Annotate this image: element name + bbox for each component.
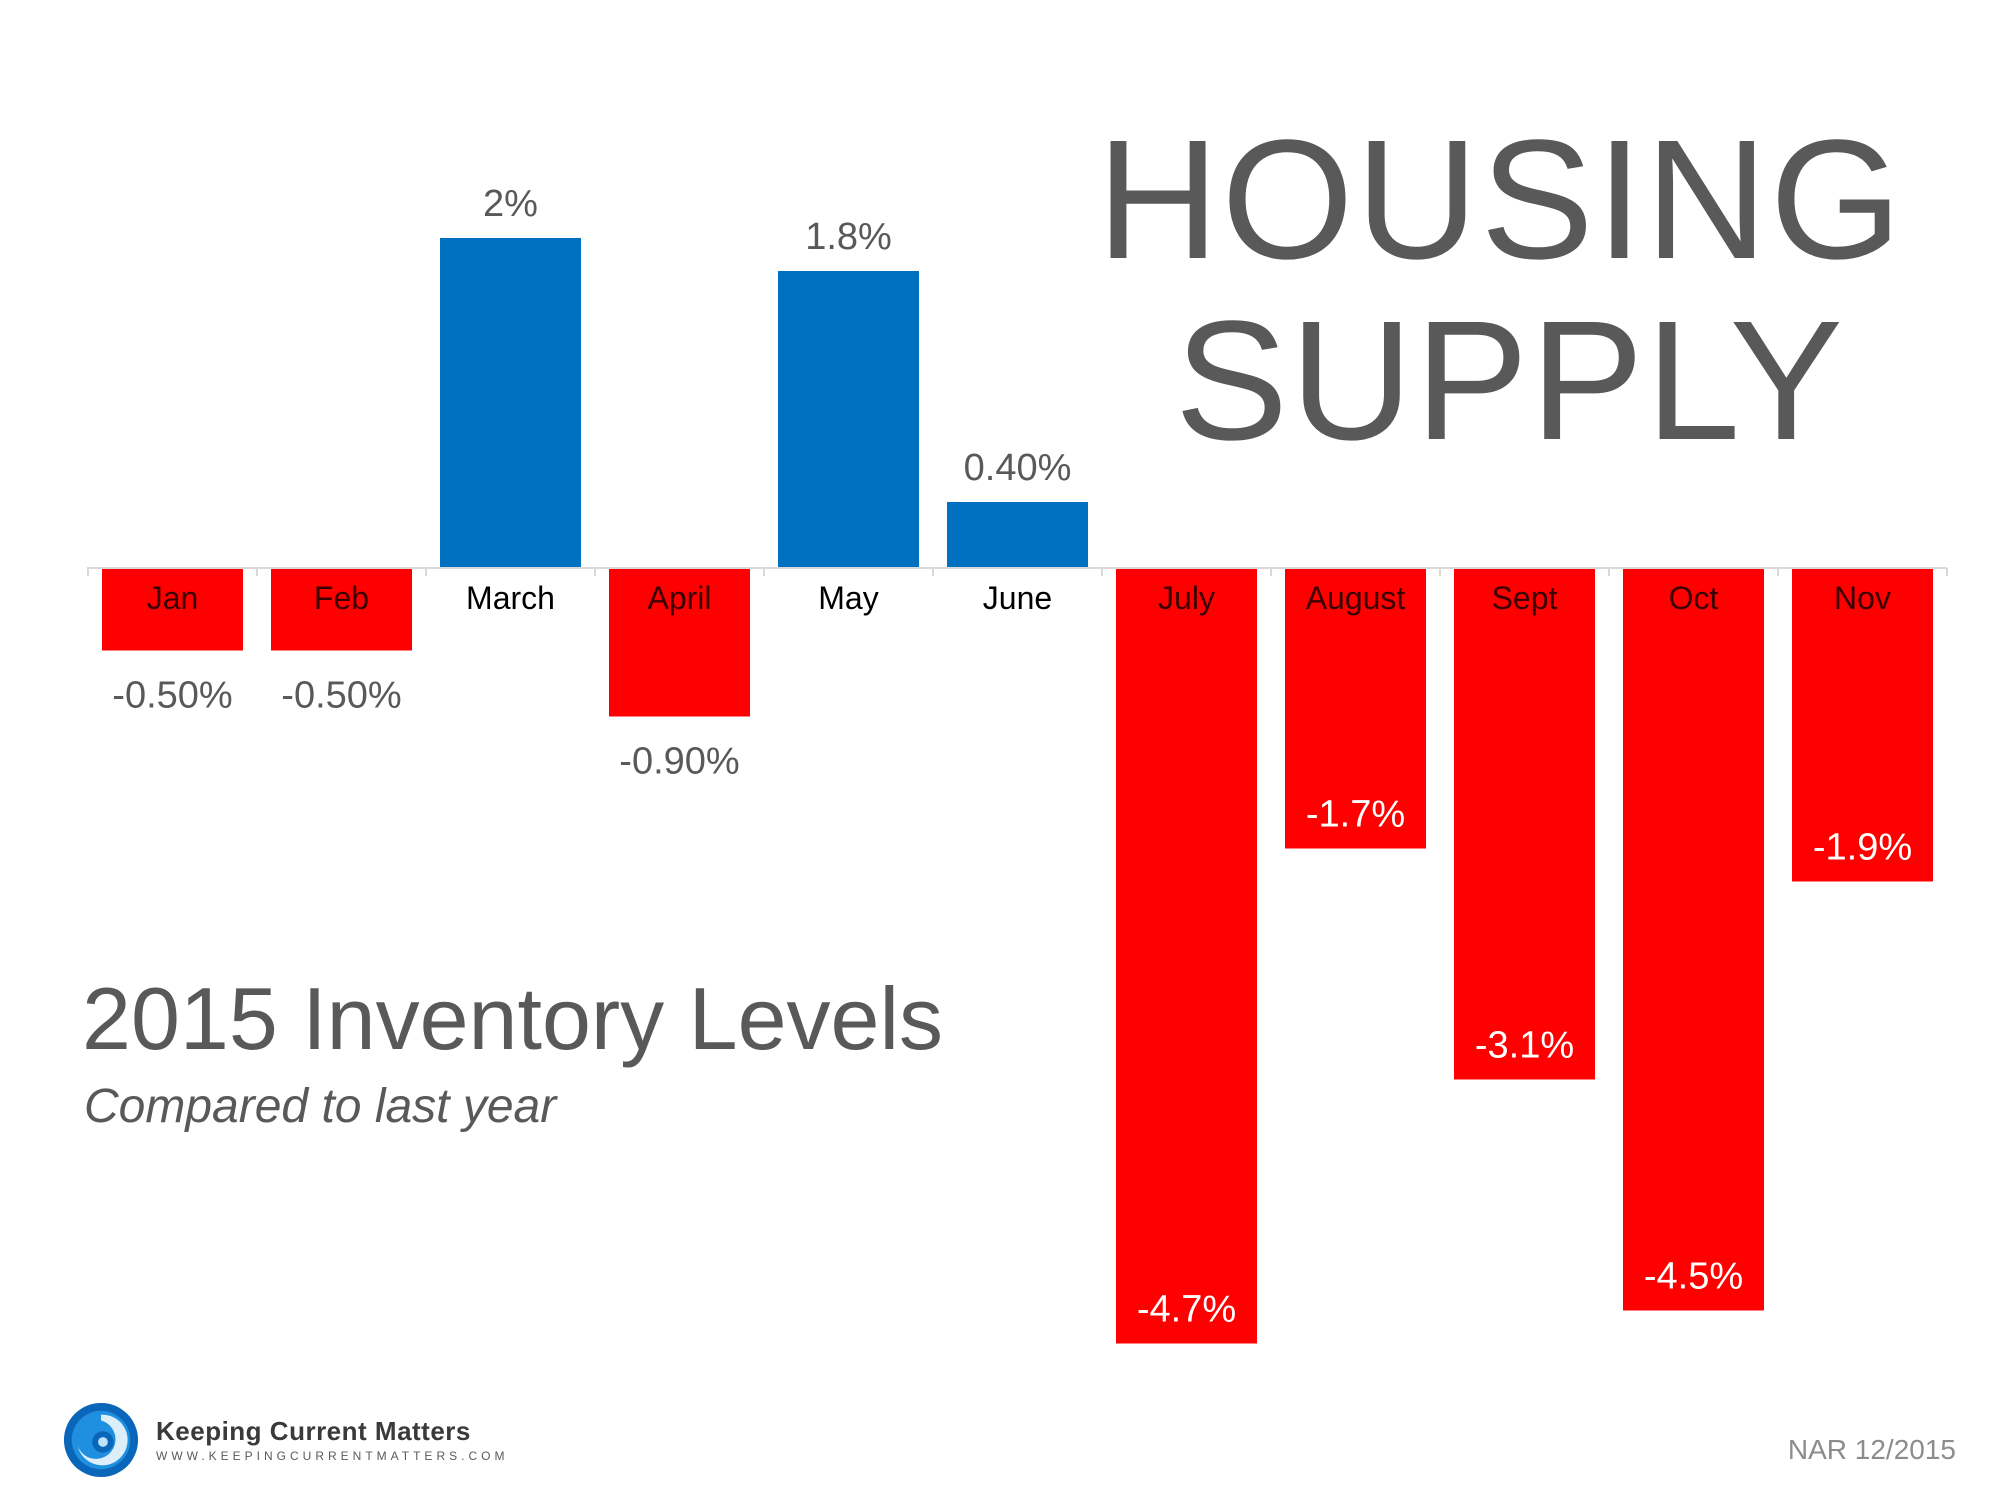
swirl-logo-icon [63, 1402, 139, 1478]
bars-layer [102, 238, 1933, 1344]
bar-march [440, 238, 581, 568]
chart-subtitle-secondary: Compared to last year [84, 1080, 557, 1133]
category-label: Oct [1669, 580, 1719, 616]
category-label: March [466, 580, 555, 616]
data-label: -4.5% [1644, 1256, 1743, 1298]
category-label: Feb [314, 580, 369, 616]
bar-april [609, 568, 750, 717]
bar-july [1116, 568, 1257, 1344]
data-label: -0.50% [281, 675, 401, 717]
bar-nov [1792, 568, 1933, 882]
category-label: July [1158, 580, 1215, 616]
category-label: Jan [147, 580, 199, 616]
data-label: 0.40% [964, 447, 1072, 489]
data-label: -1.9% [1813, 827, 1912, 869]
company-logo: Keeping Current Matters WWW.KEEPINGCURRE… [62, 1400, 508, 1480]
bar-august [1285, 568, 1426, 849]
data-label: 1.8% [805, 216, 892, 258]
data-label: 2% [483, 183, 538, 225]
data-label: -0.90% [619, 741, 739, 783]
title-line-1: HOUSING [1096, 105, 1904, 295]
category-label: Sept [1492, 580, 1558, 616]
category-label: Nov [1834, 580, 1891, 616]
bar-sept [1454, 568, 1595, 1080]
data-label: -1.7% [1306, 794, 1405, 836]
labels-layer: Jan -0.50% Feb -0.50% March 2% April -0.90% May 1… [112, 183, 1912, 1331]
source-note: NAR 12/2015 [1787, 1434, 1956, 1465]
axis-layer [87, 567, 1948, 576]
logo-url: WWW.KEEPINGCURRENTMATTERS.COM [156, 1449, 509, 1463]
data-label: -4.7% [1137, 1289, 1236, 1331]
bar-jan [102, 568, 243, 651]
category-label: April [647, 580, 711, 616]
bar-oct [1623, 568, 1764, 1311]
data-label: -0.50% [112, 675, 232, 717]
logo-name: Keeping Current Matters [156, 1416, 471, 1446]
bar-feb [271, 568, 412, 651]
bar-may [778, 271, 919, 568]
chart-subtitle: 2015 Inventory Levels [82, 969, 944, 1068]
category-label: June [983, 580, 1052, 616]
bar-june [947, 502, 1088, 568]
category-label: May [818, 580, 878, 616]
title-line-2: SUPPLY [1174, 286, 1845, 476]
category-label: August [1306, 580, 1406, 616]
data-label: -3.1% [1475, 1025, 1574, 1067]
